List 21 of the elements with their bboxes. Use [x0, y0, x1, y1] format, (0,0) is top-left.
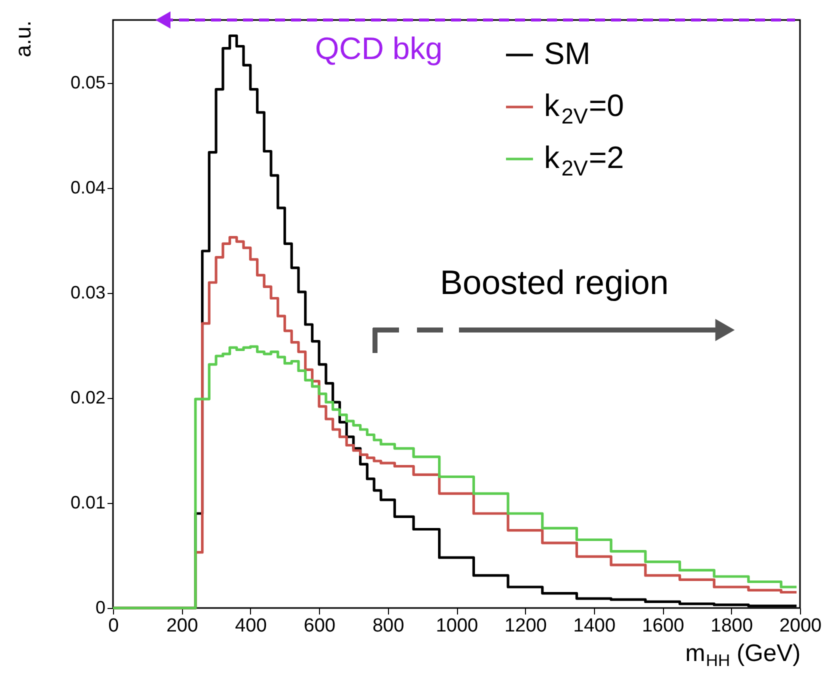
y-tick-label: 0.01	[70, 492, 106, 512]
x-tick-label: 0	[108, 616, 119, 636]
x-tick-label: 1000	[436, 616, 478, 636]
y-tick-label: 0.02	[70, 388, 106, 408]
x-tick-label: 1200	[504, 616, 547, 636]
y-axis-title: a.u.	[10, 20, 36, 58]
x-tick-label: 800	[372, 616, 404, 636]
y-tick-label: 0.03	[70, 282, 106, 302]
x-tick-label: 1600	[642, 616, 684, 636]
x-tick-label: 1400	[573, 616, 616, 636]
y-tick-label: 0.04	[70, 178, 106, 198]
x-tick-label: 600	[304, 616, 336, 636]
y-tick-label: 0.05	[70, 72, 106, 92]
x-tick-label: 400	[235, 616, 267, 636]
legend-label: SM	[544, 36, 590, 71]
x-tick-label: 2000	[779, 616, 822, 636]
x-tick-label: 200	[166, 616, 198, 636]
annotation: QCD bkg	[315, 31, 442, 66]
y-tick-label: 0	[95, 598, 106, 618]
x-tick-label: 1800	[710, 616, 753, 636]
annotation: Boosted region	[440, 264, 669, 302]
